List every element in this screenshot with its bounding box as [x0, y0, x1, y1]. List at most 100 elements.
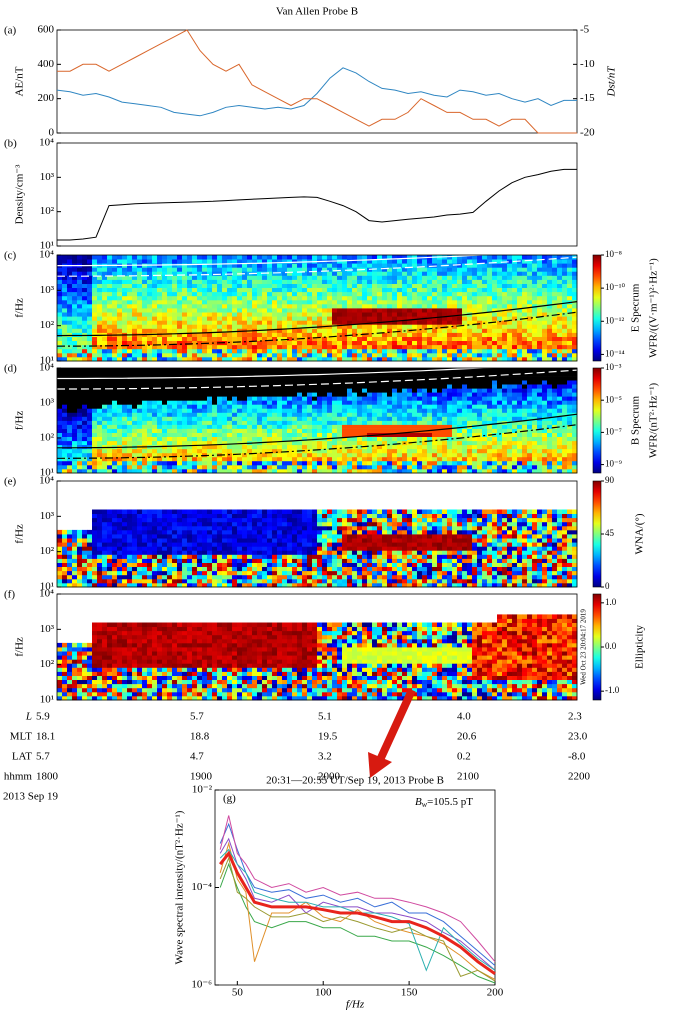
spectrogram-cell — [387, 352, 393, 358]
spectrogram-cell — [192, 320, 198, 325]
spectrogram-cell — [567, 328, 573, 333]
spectrogram-cell — [222, 348, 228, 354]
spectrogram-cell — [217, 384, 223, 389]
spectrogram-cell — [222, 352, 228, 358]
spectrogram-cell — [347, 291, 353, 297]
spectrogram-cell — [427, 312, 433, 317]
spectrogram-cell — [167, 469, 173, 474]
spectrogram-cell — [127, 380, 133, 385]
spectrogram-cell — [387, 308, 393, 313]
spectrogram-cell — [177, 412, 183, 417]
spectrogram-cell — [97, 312, 103, 317]
spectrogram-cell — [192, 328, 198, 333]
spectrogram-cell — [142, 432, 148, 437]
spectrogram-cell — [222, 396, 228, 401]
spectrogram-cell — [407, 352, 413, 358]
spectrogram-cell — [257, 287, 263, 293]
spectrogram-cell — [247, 448, 253, 454]
spectrogram-cell — [302, 424, 308, 429]
spectrogram-cell — [567, 283, 573, 288]
spectrogram-cell — [447, 456, 453, 462]
spectrogram-cell — [217, 287, 223, 293]
spectrogram-cell — [572, 308, 578, 313]
spectrogram-cell — [417, 287, 423, 293]
spectrogram-cell — [157, 344, 163, 350]
spectrogram-cell — [442, 336, 448, 341]
spectrogram-cell — [187, 416, 193, 421]
spectrogram-cell — [437, 271, 443, 276]
spectrogram-cell — [547, 271, 553, 276]
spectrogram-cell — [257, 312, 263, 317]
spectrogram-cell — [67, 340, 73, 346]
spectrogram-cell — [457, 376, 463, 381]
spectrogram-cell — [392, 448, 398, 454]
spectrogram-cell — [292, 464, 298, 470]
spectrogram-cell — [357, 372, 363, 377]
spectrogram-cell — [307, 428, 313, 433]
spectrogram-cell — [277, 444, 283, 450]
spectrogram-cell — [82, 295, 88, 301]
spectrogram-cell — [102, 328, 108, 333]
spectrogram-cell — [182, 308, 188, 313]
spectrogram-cell — [542, 291, 548, 297]
spectrogram-cell — [412, 436, 418, 442]
spectrogram-cell — [77, 348, 83, 354]
spectrogram-cell — [62, 428, 68, 433]
spectrogram-cell — [502, 340, 508, 346]
spectrogram-cell — [452, 388, 458, 393]
spectrogram-cell — [532, 295, 538, 301]
spectrogram-cell — [277, 267, 283, 272]
spectrogram-cell — [67, 408, 73, 413]
spectrogram-cell — [57, 460, 63, 466]
spectrogram-cell — [302, 263, 308, 268]
spectrogram-cell — [392, 255, 398, 260]
spectrogram-cell — [347, 312, 353, 317]
spectrogram-cell — [127, 464, 133, 470]
spectrogram-cell — [222, 295, 228, 301]
spectrogram-cell — [402, 424, 408, 429]
spectrogram-cell — [197, 376, 203, 381]
spectrogram-cell — [257, 255, 263, 260]
spectrogram-cell — [312, 388, 318, 393]
spectrogram-cell — [292, 440, 298, 446]
spectrogram-cell — [502, 332, 508, 337]
spectrogram-cell — [427, 291, 433, 297]
spectrogram-cell — [312, 456, 318, 462]
spectrogram-cell — [367, 287, 373, 293]
spectrogram-cell — [437, 348, 443, 354]
spectrogram-cell — [482, 469, 488, 474]
spectrogram-cell — [277, 316, 283, 321]
spectrogram-cell — [172, 255, 178, 260]
spectrogram-cell — [237, 408, 243, 413]
spectrogram-cell — [397, 412, 403, 417]
spectrogram-cell — [152, 460, 158, 466]
spectrogram-cell — [72, 384, 78, 389]
spectrogram-cell — [187, 340, 193, 346]
spectrogram-cell — [247, 308, 253, 313]
spectrogram-cell — [162, 267, 168, 272]
spectrogram-cell — [287, 436, 293, 442]
spectrogram-cell — [532, 352, 538, 358]
spectrogram-cell — [162, 283, 168, 288]
spectrogram-cell — [297, 416, 303, 421]
spectrogram-cell — [497, 344, 503, 350]
spectrogram-cell — [322, 448, 328, 454]
spectrogram-cell — [462, 376, 468, 381]
spectrogram-cell — [417, 388, 423, 393]
spectrogram-cell — [132, 324, 138, 329]
spectrogram-cell — [302, 368, 308, 373]
spectrogram-cell — [102, 452, 108, 458]
spectrogram-cell — [442, 396, 448, 401]
spectrogram-cell — [62, 324, 68, 329]
spectrogram-cell — [317, 452, 323, 458]
spectrogram-cell — [417, 464, 423, 470]
spectrogram-cell — [117, 283, 123, 288]
spectrogram-cell — [342, 432, 348, 437]
spectrogram-cell — [427, 372, 433, 377]
spectrogram-cell — [222, 372, 228, 377]
spectrogram-cell — [542, 275, 548, 280]
spectrogram-cell — [422, 452, 428, 458]
spectrogram-cell — [182, 283, 188, 288]
spectrogram-cell — [192, 416, 198, 421]
spectrogram-cell — [397, 424, 403, 429]
